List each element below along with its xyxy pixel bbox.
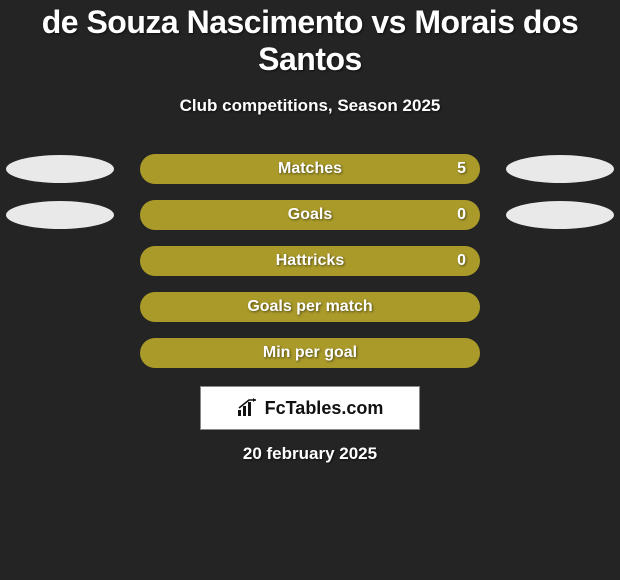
stat-value-right: 0 <box>457 252 466 270</box>
bar-chart-icon <box>237 398 259 418</box>
right-value-ellipse <box>506 201 614 229</box>
stat-row: Matches 5 <box>0 154 620 184</box>
date-label: 20 february 2025 <box>0 444 620 464</box>
stat-label: Goals <box>288 206 332 224</box>
stat-label: Hattricks <box>276 252 344 270</box>
subtitle: Club competitions, Season 2025 <box>0 96 620 116</box>
brand-name: FcTables.com <box>265 398 384 419</box>
stat-label: Matches <box>278 160 342 178</box>
stat-bar: Goals per match <box>140 292 480 322</box>
stat-row: Min per goal <box>0 338 620 368</box>
brand-box: FcTables.com <box>200 386 420 430</box>
stat-value-right: 5 <box>457 160 466 178</box>
stat-value-right: 0 <box>457 206 466 224</box>
stat-label: Goals per match <box>247 298 372 316</box>
stat-bar: Goals 0 <box>140 200 480 230</box>
stat-row: Goals per match <box>0 292 620 322</box>
page-title: de Souza Nascimento vs Morais dos Santos <box>0 4 620 78</box>
stat-row: Hattricks 0 <box>0 246 620 276</box>
comparison-infographic: de Souza Nascimento vs Morais dos Santos… <box>0 0 620 464</box>
left-value-ellipse <box>6 201 114 229</box>
stat-rows: Matches 5 Goals 0 Hattricks 0 Goals per match M… <box>0 154 620 368</box>
stat-bar: Matches 5 <box>140 154 480 184</box>
stat-label: Min per goal <box>263 344 357 362</box>
stat-row: Goals 0 <box>0 200 620 230</box>
stat-bar: Min per goal <box>140 338 480 368</box>
left-value-ellipse <box>6 155 114 183</box>
right-value-ellipse <box>506 155 614 183</box>
stat-bar: Hattricks 0 <box>140 246 480 276</box>
